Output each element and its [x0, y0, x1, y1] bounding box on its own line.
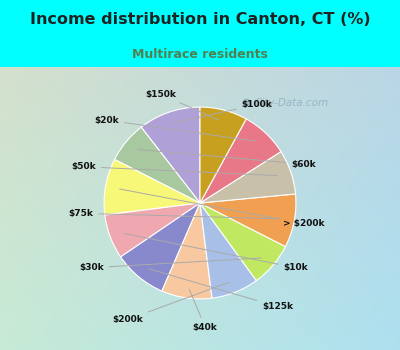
- Wedge shape: [200, 119, 281, 203]
- Text: $30k: $30k: [79, 258, 262, 272]
- Text: $100k: $100k: [175, 100, 272, 122]
- Text: $50k: $50k: [71, 162, 277, 176]
- Wedge shape: [200, 194, 296, 246]
- Text: $10k: $10k: [124, 233, 308, 272]
- Wedge shape: [162, 203, 212, 299]
- Wedge shape: [200, 203, 286, 281]
- Text: $125k: $125k: [149, 269, 293, 311]
- Text: $150k: $150k: [146, 90, 218, 120]
- Text: $75k: $75k: [68, 209, 280, 219]
- Text: $40k: $40k: [189, 289, 218, 332]
- Wedge shape: [200, 152, 296, 203]
- Wedge shape: [200, 107, 246, 203]
- Wedge shape: [121, 203, 200, 291]
- Text: $20k: $20k: [94, 116, 255, 141]
- Wedge shape: [141, 107, 200, 203]
- Text: City-Data.com: City-Data.com: [255, 98, 329, 108]
- Text: $200k: $200k: [112, 282, 228, 324]
- Text: $60k: $60k: [138, 149, 316, 169]
- Wedge shape: [105, 203, 200, 257]
- Wedge shape: [114, 127, 200, 203]
- Text: > $200k: > $200k: [120, 189, 324, 228]
- Wedge shape: [200, 203, 256, 298]
- Wedge shape: [104, 160, 200, 215]
- Text: Multirace residents: Multirace residents: [132, 48, 268, 61]
- Text: Income distribution in Canton, CT (%): Income distribution in Canton, CT (%): [30, 12, 370, 27]
